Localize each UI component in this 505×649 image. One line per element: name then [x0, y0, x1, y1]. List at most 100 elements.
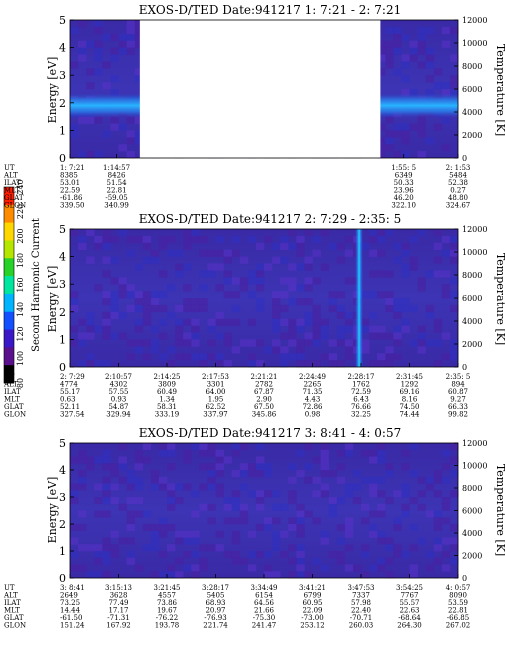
- heatmap-cell: [215, 318, 224, 326]
- table-cell-ilat: 69.16: [399, 388, 420, 396]
- heatmap-cell: [126, 116, 135, 124]
- heatmap-cell: [142, 544, 152, 552]
- table-cell-alt: 3628: [110, 592, 128, 600]
- heatmap-cell: [215, 530, 224, 538]
- heatmap-cell: [126, 249, 135, 257]
- heatmap-cell: [94, 497, 103, 505]
- heatmap-cell: [441, 449, 451, 457]
- heatmap-cell: [191, 490, 200, 498]
- heatmap-cell: [320, 229, 329, 237]
- heatmap-cell: [142, 339, 152, 347]
- heatmap-cell: [393, 551, 402, 559]
- table-cell-alt: 7337: [352, 592, 370, 600]
- heatmap-cell: [86, 353, 95, 361]
- heatmap-cell: [328, 360, 338, 368]
- heatmap-cell: [441, 82, 451, 90]
- heatmap-cell: [417, 476, 426, 484]
- table-cell-ut: 3:28:17: [202, 584, 229, 592]
- table-cell-glon: 340.99: [104, 202, 129, 210]
- heatmap-cell: [86, 116, 95, 124]
- heatmap-cell: [110, 311, 119, 319]
- heatmap-cell: [158, 551, 168, 559]
- heatmap-cell: [328, 304, 338, 313]
- heatmap-cell: [102, 242, 111, 250]
- heatmap-cell: [183, 537, 192, 545]
- heatmap-cell: [296, 318, 305, 326]
- heatmap-cell: [134, 33, 144, 41]
- table-cell-glat: -70.71: [350, 614, 372, 622]
- heatmap-cell: [401, 75, 410, 83]
- heatmap-cell: [304, 263, 313, 271]
- heatmap-cell: [433, 318, 443, 326]
- heatmap-cell: [167, 503, 176, 511]
- table-cell-glat: -68.64: [398, 614, 421, 622]
- heatmap-cell: [385, 144, 394, 152]
- heatmap-cell: [328, 497, 338, 505]
- heatmap-cell: [134, 304, 144, 313]
- heatmap-cell: [433, 544, 443, 552]
- table-cell-ilat: 60.95: [302, 599, 322, 607]
- heatmap-cell: [167, 235, 176, 244]
- table-cell-ut: 3:15:13: [105, 584, 132, 592]
- y2-tick-label: 10000: [462, 39, 487, 48]
- heatmap-cell: [336, 557, 346, 565]
- heatmap-cell: [142, 298, 152, 306]
- heatmap-cell: [449, 557, 459, 565]
- heatmap-cell: [425, 483, 435, 491]
- heatmap-cell: [150, 298, 160, 306]
- heatmap-cell: [336, 304, 346, 313]
- heatmap-cell: [336, 339, 346, 347]
- heatmap-cell: [199, 449, 208, 457]
- heatmap-cell: [191, 304, 200, 313]
- heatmap-cell: [223, 270, 232, 278]
- heatmap-cell: [280, 304, 289, 313]
- heatmap-cell: [272, 298, 281, 306]
- panel-3-y2label: Temperature [K]: [494, 464, 505, 556]
- heatmap-cell: [134, 497, 144, 505]
- heatmap-cell: [231, 551, 241, 559]
- heatmap-cell: [199, 360, 208, 368]
- heatmap-cell: [223, 277, 232, 285]
- panel-3: EXOS-D/TED Date:941217 3: 8:41 - 4: 0:57…: [3, 426, 505, 630]
- heatmap-cell: [70, 524, 79, 532]
- colorbar-swatch: [4, 293, 14, 313]
- heatmap-cell: [158, 517, 168, 525]
- heatmap-cell: [134, 20, 144, 28]
- heatmap-cell: [272, 530, 281, 538]
- heatmap-cell: [417, 503, 426, 511]
- heatmap-cell: [385, 47, 394, 55]
- heatmap-cell: [191, 564, 200, 572]
- heatmap-cell: [134, 68, 144, 76]
- heatmap-cell: [401, 318, 410, 326]
- heatmap-cell: [126, 33, 135, 41]
- table-cell-glon: 333.19: [155, 411, 180, 419]
- table-cell-glat: -59.05: [105, 194, 127, 202]
- heatmap-cell: [94, 325, 103, 333]
- heatmap-cell: [296, 524, 305, 532]
- heatmap-cell: [102, 463, 111, 471]
- heatmap-cell: [393, 304, 402, 313]
- y2-tick-label: 2000: [462, 131, 482, 140]
- heatmap-cell: [255, 304, 265, 313]
- heatmap-cell: [312, 476, 321, 484]
- y-tick-label: 1: [59, 124, 66, 137]
- heatmap-cell: [385, 26, 394, 35]
- heatmap-cell: [110, 463, 119, 471]
- panel-2-ylabel: Energy [eV]: [46, 266, 59, 333]
- heatmap-cell: [134, 510, 144, 518]
- table-cell-mlt: 0.63: [60, 396, 76, 404]
- heatmap-cell: [247, 564, 257, 572]
- heatmap-cell: [110, 530, 119, 538]
- heatmap-cell: [118, 311, 127, 319]
- y-tick-label: 0: [59, 152, 66, 165]
- heatmap-cell: [247, 277, 257, 285]
- heatmap-cell: [344, 339, 354, 347]
- colorbar-swatch: [4, 187, 14, 206]
- heatmap-cell: [393, 256, 402, 264]
- heatmap-cell: [158, 443, 168, 451]
- table-cell-alt: 1292: [401, 381, 419, 389]
- table-cell-alt: 894: [451, 381, 465, 389]
- table-row-label: MLT: [4, 607, 20, 615]
- heatmap-cell: [110, 123, 119, 131]
- heatmap-cell: [110, 544, 119, 552]
